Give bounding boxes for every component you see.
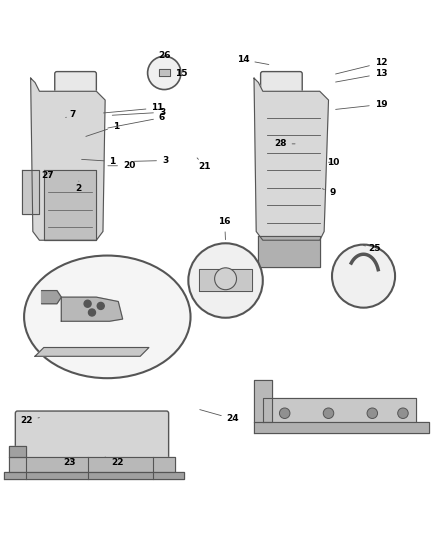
Text: 12: 12: [336, 58, 387, 74]
Text: 28: 28: [274, 139, 295, 148]
Text: 22: 22: [20, 416, 39, 425]
Text: 1: 1: [81, 157, 116, 166]
Polygon shape: [4, 472, 184, 479]
Text: 1: 1: [86, 122, 119, 136]
Circle shape: [148, 56, 181, 90]
Text: 11: 11: [103, 103, 164, 113]
Circle shape: [332, 245, 395, 308]
Text: 22: 22: [105, 457, 124, 467]
Polygon shape: [22, 170, 39, 214]
Polygon shape: [254, 78, 328, 240]
FancyBboxPatch shape: [261, 71, 302, 102]
Text: 26: 26: [158, 51, 170, 60]
Ellipse shape: [24, 255, 191, 378]
Text: 10: 10: [327, 158, 339, 167]
Text: 20: 20: [108, 161, 135, 170]
Polygon shape: [199, 269, 252, 290]
Text: 14: 14: [237, 55, 269, 64]
Circle shape: [88, 309, 95, 316]
Text: 24: 24: [200, 409, 239, 423]
Text: 15: 15: [169, 69, 188, 78]
Polygon shape: [9, 457, 175, 472]
Circle shape: [398, 408, 408, 418]
Text: 21: 21: [197, 158, 211, 171]
Circle shape: [215, 268, 237, 290]
Text: 3: 3: [134, 156, 168, 165]
Circle shape: [367, 408, 378, 418]
Text: 13: 13: [336, 69, 387, 82]
Text: 27: 27: [41, 171, 53, 180]
Text: 3: 3: [112, 108, 165, 117]
Circle shape: [84, 300, 91, 307]
Polygon shape: [254, 422, 429, 433]
Text: 9: 9: [322, 189, 336, 197]
Polygon shape: [258, 236, 320, 266]
Polygon shape: [35, 348, 149, 356]
FancyBboxPatch shape: [55, 71, 96, 102]
Text: 19: 19: [336, 100, 387, 109]
Polygon shape: [159, 69, 170, 76]
Polygon shape: [61, 297, 123, 321]
Text: 2: 2: [75, 181, 81, 193]
FancyBboxPatch shape: [15, 411, 169, 459]
Polygon shape: [42, 290, 61, 304]
Polygon shape: [31, 78, 105, 240]
Circle shape: [323, 408, 334, 418]
Polygon shape: [44, 170, 96, 240]
Text: 16: 16: [219, 217, 231, 240]
Text: 7: 7: [66, 110, 75, 118]
Text: 23: 23: [63, 458, 75, 467]
Circle shape: [279, 408, 290, 418]
Text: 25: 25: [364, 244, 381, 253]
Circle shape: [188, 243, 263, 318]
Circle shape: [97, 302, 104, 310]
Text: 6: 6: [108, 113, 165, 128]
Polygon shape: [254, 381, 272, 422]
Polygon shape: [263, 398, 416, 422]
Polygon shape: [9, 446, 26, 457]
